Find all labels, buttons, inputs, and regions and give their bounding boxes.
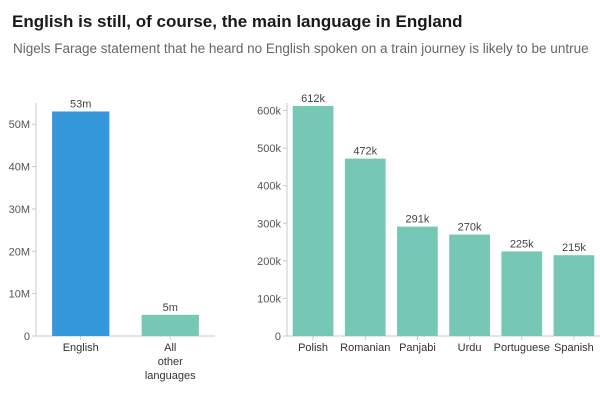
chart-title: English is still, of course, the main la… [12,12,463,31]
right-chart-category-label: Portuguese [494,342,550,354]
right-chart-y-tick-label: 400k [257,181,281,193]
right-chart-y-tick-label: 300k [257,218,281,230]
right-chart-category-label: Spanish [554,342,594,354]
left-chart-y-tick-label: 30M [9,204,30,216]
right-chart-bar [397,226,438,336]
left-chart-y-tick-label: 10M [9,289,30,301]
right-chart-bar [553,255,595,336]
chart-subtitle: Nigels Farage statement that he heard no… [13,41,589,56]
left-chart-category-label: languages [145,370,196,382]
right-chart-y-tick-label: 500k [257,143,281,155]
left-chart-y-tick-label: 20M [9,246,30,258]
left-chart-category-label: All [164,342,176,354]
left-chart-bar [52,111,110,337]
right-chart-data-label: 472k [353,146,377,158]
right-chart-bar [449,234,490,336]
left-chart-bar [141,314,199,336]
right-chart-category-label: Romanian [340,342,390,354]
right-chart-category-label: Panjabi [399,342,436,354]
left-chart-category-label: English [63,342,99,354]
right-chart-y-tick-label: 100k [257,293,281,305]
right-chart-y-tick-label: 0 [275,331,281,343]
right-chart-data-label: 225k [510,238,534,250]
right-chart-data-label: 270k [458,222,482,234]
left-chart-category-label: other [158,356,183,368]
left-chart-data-label: 5m [163,302,178,314]
right-chart-bar [292,106,334,336]
left-chart-y-tick-label: 40M [9,162,30,174]
right-chart-bar [344,158,386,336]
right-chart-category-label: Polish [298,342,328,354]
left-chart-data-label: 53m [70,98,91,110]
right-chart-y-tick-label: 600k [257,106,281,118]
right-chart-y-tick-label: 200k [257,256,281,268]
right-chart-data-label: 291k [405,214,429,226]
right-chart-category-label: Urdu [458,342,482,354]
left-chart-y-tick-label: 50M [9,119,30,131]
left-chart-y-tick-label: 0 [24,331,30,343]
right-chart-data-label: 215k [562,242,586,254]
right-chart-bar [501,251,543,336]
right-chart-data-label: 612k [301,93,325,105]
